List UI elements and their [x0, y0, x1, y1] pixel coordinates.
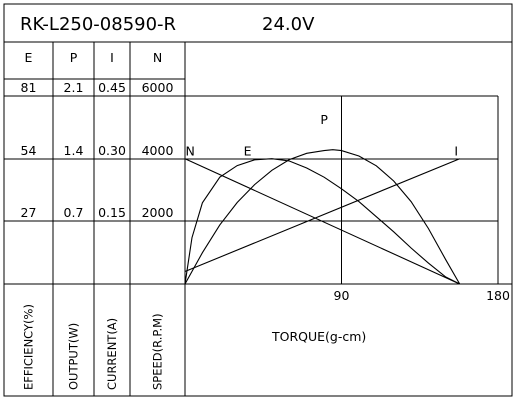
series-P-line	[184, 149, 461, 285]
series-I-line	[184, 158, 460, 273]
x-axis-label: TORQUE(g-cm)	[271, 329, 366, 344]
series-curves	[184, 149, 461, 285]
grid	[4, 78, 512, 285]
x-tick-labels: 90 180	[334, 288, 510, 303]
column-dividers	[52, 42, 186, 396]
tick-E-2: 27	[21, 205, 37, 220]
x-tick-180: 180	[486, 288, 510, 303]
tick-P-0: 2.1	[64, 80, 84, 95]
column-header-N: N	[153, 50, 162, 65]
tick-E-0: 81	[21, 80, 37, 95]
series-label-E: E	[244, 144, 252, 159]
series-label-I: I	[454, 144, 458, 159]
column-header-I: I	[110, 50, 114, 65]
tick-I-0: 0.45	[98, 80, 126, 95]
axis-labels: EFFICIENCY(%) OUTPUT(W) CURRENT(A) SPEED(R.…	[22, 304, 165, 390]
tick-I-2: 0.15	[98, 205, 126, 220]
axis-label-I: CURRENT(A)	[105, 318, 119, 390]
x-tick-90: 90	[334, 288, 350, 303]
axis-label-E: EFFICIENCY(%)	[22, 304, 36, 390]
chart-frame	[3, 3, 513, 397]
series-E-line	[184, 158, 460, 285]
tick-N-0: 6000	[142, 80, 174, 95]
series-label-N: N	[186, 144, 195, 159]
series-N-line	[184, 158, 460, 285]
y-tick-labels: 81 54 27 2.1 1.4 0.7 0.45 0.30 0.15 6000 4000 2000	[21, 80, 174, 220]
column-header-P: P	[70, 50, 78, 65]
chart-title: RK-L250-08590-R	[20, 14, 176, 35]
axis-label-N: SPEED(R.P.M)	[151, 313, 165, 390]
series-label-P: P	[320, 112, 328, 127]
tick-I-1: 0.30	[98, 143, 126, 158]
axis-label-P: OUTPUT(W)	[67, 323, 81, 390]
tick-P-2: 0.7	[64, 205, 84, 220]
tick-P-1: 1.4	[64, 143, 84, 158]
tick-N-2: 2000	[142, 205, 174, 220]
tick-E-1: 54	[21, 143, 37, 158]
series-labels: N E P I	[186, 112, 459, 159]
tick-N-1: 4000	[142, 143, 174, 158]
column-header-E: E	[25, 50, 33, 65]
voltage-label: 24.0V	[262, 14, 315, 35]
